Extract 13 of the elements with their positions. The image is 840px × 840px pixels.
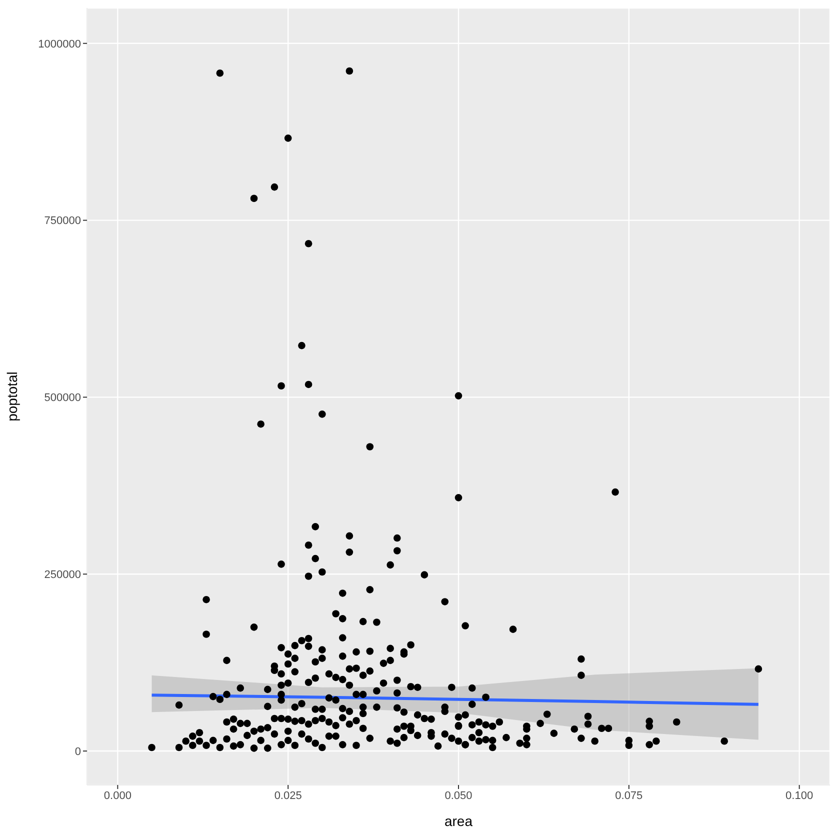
x-tick-label: 0.050	[444, 790, 472, 802]
y-tick-label: 1000000	[38, 38, 81, 50]
y-tick-label: 500000	[44, 392, 81, 404]
line-series	[150, 694, 760, 706]
y-axis-title: poptotal	[4, 372, 20, 422]
x-axis-title: area	[444, 813, 473, 829]
x-tick-label: 0.000	[104, 790, 132, 802]
y-tick-label: 750000	[44, 215, 81, 228]
x-tick-label: 0.100	[786, 790, 814, 802]
y-tick-label: 250000	[44, 569, 81, 582]
y-tick-label: 0	[74, 746, 81, 758]
x-tick-label: 0.075	[615, 790, 643, 802]
x-tick-label: 0.025	[274, 790, 302, 802]
